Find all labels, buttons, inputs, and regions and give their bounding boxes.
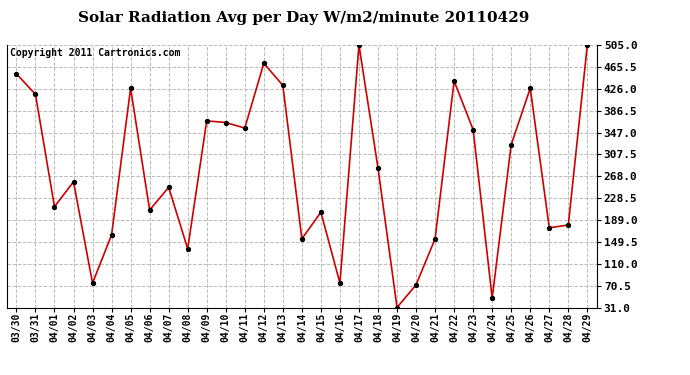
Point <box>49 204 60 210</box>
Point <box>106 232 117 238</box>
Point <box>544 225 555 231</box>
Point <box>391 304 402 310</box>
Point <box>30 91 41 97</box>
Point <box>258 60 269 66</box>
Point <box>11 71 22 77</box>
Point <box>448 78 460 84</box>
Point <box>430 236 441 242</box>
Point <box>68 179 79 185</box>
Point <box>524 85 535 91</box>
Point <box>144 207 155 213</box>
Point <box>486 295 497 301</box>
Point <box>353 42 364 48</box>
Point <box>297 236 308 242</box>
Point <box>239 125 250 131</box>
Point <box>87 280 98 286</box>
Point <box>563 222 574 228</box>
Point <box>220 120 231 126</box>
Point <box>201 118 213 124</box>
Point <box>582 42 593 48</box>
Point <box>125 85 136 91</box>
Point <box>411 282 422 288</box>
Point <box>182 246 193 252</box>
Point <box>277 82 288 88</box>
Point <box>506 142 517 148</box>
Text: Solar Radiation Avg per Day W/m2/minute 20110429: Solar Radiation Avg per Day W/m2/minute … <box>78 11 529 25</box>
Point <box>373 165 384 171</box>
Point <box>335 280 346 286</box>
Text: Copyright 2011 Cartronics.com: Copyright 2011 Cartronics.com <box>10 48 180 58</box>
Point <box>468 127 479 133</box>
Point <box>163 184 174 190</box>
Point <box>315 209 326 215</box>
